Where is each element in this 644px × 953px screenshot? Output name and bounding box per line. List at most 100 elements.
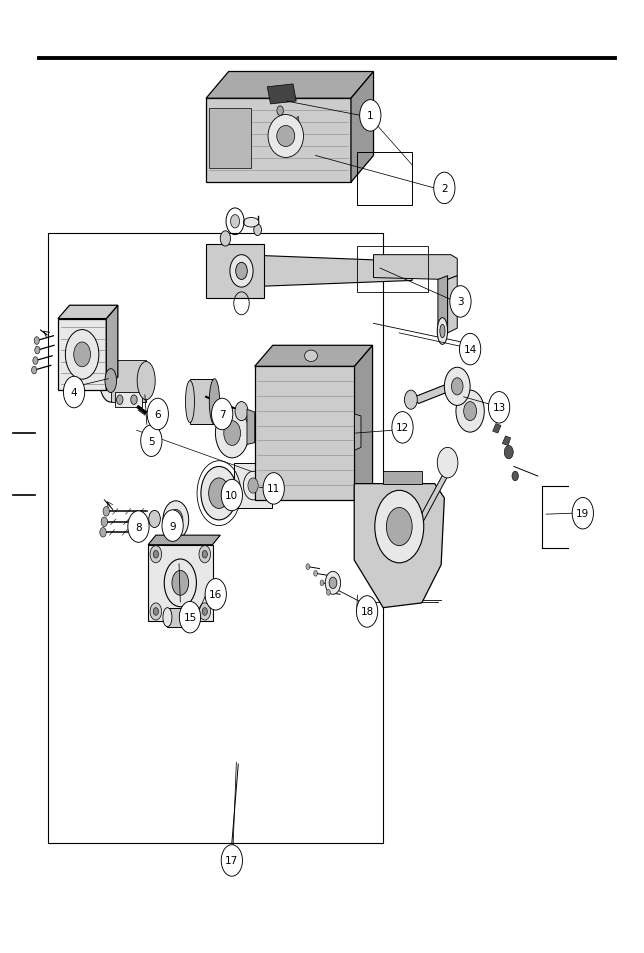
Ellipse shape [194, 613, 198, 622]
Polygon shape [206, 99, 351, 183]
Text: 12: 12 [396, 423, 409, 433]
Text: 15: 15 [184, 613, 196, 622]
Circle shape [306, 564, 310, 570]
Circle shape [199, 546, 211, 563]
Circle shape [314, 571, 317, 577]
Polygon shape [209, 109, 251, 169]
Text: 9: 9 [169, 521, 176, 531]
Circle shape [243, 472, 263, 500]
Ellipse shape [193, 608, 200, 627]
Circle shape [117, 395, 123, 405]
Circle shape [450, 286, 471, 317]
Circle shape [179, 602, 200, 634]
Circle shape [392, 412, 413, 443]
Circle shape [100, 528, 106, 537]
Ellipse shape [243, 218, 259, 228]
Text: 6: 6 [155, 410, 161, 419]
Polygon shape [254, 367, 354, 500]
Text: 16: 16 [209, 590, 222, 599]
Circle shape [437, 448, 458, 478]
Circle shape [573, 497, 594, 530]
Circle shape [375, 491, 424, 563]
Text: 18: 18 [361, 607, 374, 617]
Polygon shape [206, 72, 374, 99]
Circle shape [404, 391, 417, 410]
Circle shape [33, 357, 38, 365]
Circle shape [433, 173, 455, 205]
Circle shape [231, 215, 240, 229]
Polygon shape [412, 460, 454, 537]
Ellipse shape [268, 115, 303, 158]
Circle shape [169, 510, 183, 531]
Ellipse shape [163, 608, 172, 627]
Polygon shape [254, 346, 372, 367]
Circle shape [327, 590, 330, 596]
Circle shape [32, 367, 37, 375]
Circle shape [222, 844, 242, 877]
Text: 5: 5 [148, 436, 155, 446]
Circle shape [357, 597, 377, 628]
Polygon shape [295, 117, 300, 134]
Polygon shape [148, 545, 213, 621]
Ellipse shape [277, 127, 295, 148]
Circle shape [359, 101, 381, 132]
Bar [234, 463, 272, 509]
Polygon shape [493, 424, 501, 434]
Ellipse shape [137, 362, 155, 400]
Ellipse shape [185, 381, 194, 423]
Circle shape [128, 512, 149, 543]
Polygon shape [111, 360, 146, 402]
Polygon shape [58, 319, 106, 391]
Circle shape [131, 395, 137, 405]
Circle shape [202, 551, 207, 558]
Polygon shape [106, 306, 118, 391]
Circle shape [153, 608, 158, 616]
Circle shape [235, 402, 248, 421]
Text: 17: 17 [225, 856, 238, 865]
Circle shape [64, 377, 85, 409]
Circle shape [444, 368, 470, 406]
Text: 3: 3 [457, 297, 464, 307]
Circle shape [35, 347, 40, 355]
Circle shape [220, 232, 231, 247]
Circle shape [201, 467, 237, 520]
Circle shape [464, 402, 477, 421]
Ellipse shape [105, 370, 117, 394]
Circle shape [150, 546, 162, 563]
Circle shape [172, 571, 189, 596]
Circle shape [460, 335, 480, 365]
Circle shape [451, 378, 463, 395]
Polygon shape [354, 415, 361, 451]
Text: 7: 7 [219, 410, 225, 419]
Text: 19: 19 [576, 509, 589, 518]
Polygon shape [383, 472, 422, 484]
Bar [206, 245, 264, 298]
Ellipse shape [305, 351, 317, 362]
Circle shape [66, 331, 99, 380]
Circle shape [101, 517, 108, 527]
Ellipse shape [440, 325, 445, 338]
Circle shape [263, 474, 284, 505]
Polygon shape [247, 410, 254, 445]
Circle shape [150, 603, 162, 620]
Ellipse shape [209, 379, 220, 425]
Circle shape [277, 107, 283, 116]
Circle shape [215, 409, 249, 458]
Polygon shape [502, 436, 511, 446]
Ellipse shape [230, 255, 253, 288]
Text: 11: 11 [267, 484, 280, 494]
Circle shape [202, 608, 207, 616]
Circle shape [103, 507, 109, 517]
Polygon shape [190, 379, 214, 425]
Circle shape [489, 393, 510, 424]
Polygon shape [438, 276, 448, 334]
Circle shape [248, 478, 258, 494]
Text: 4: 4 [71, 388, 77, 397]
Polygon shape [167, 608, 196, 627]
Circle shape [164, 559, 196, 607]
Circle shape [325, 572, 341, 595]
Polygon shape [267, 85, 296, 105]
Text: 10: 10 [225, 491, 238, 500]
Circle shape [34, 337, 39, 345]
Circle shape [223, 421, 240, 446]
